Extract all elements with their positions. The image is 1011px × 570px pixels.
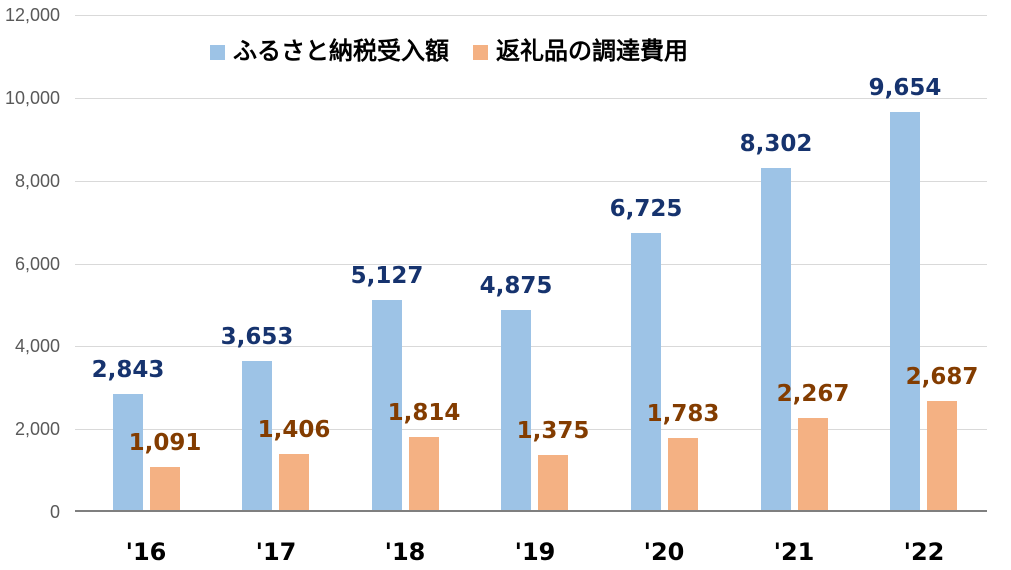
legend-swatch-procurement-cost bbox=[473, 44, 488, 60]
receipts-bar-21 bbox=[761, 168, 791, 512]
y-tick-10000: 10,000 bbox=[4, 88, 60, 108]
procurement-cost-value-label-20: 1,783 bbox=[646, 401, 720, 427]
y-tick-4000: 4,000 bbox=[14, 336, 60, 356]
procurement-cost-bar-18 bbox=[409, 437, 439, 512]
receipts-bar-18 bbox=[372, 300, 402, 512]
receipts-bar-20 bbox=[631, 233, 661, 512]
gridline-8000 bbox=[75, 181, 987, 182]
legend-swatch-receipts bbox=[210, 44, 225, 60]
procurement-cost-bar-17 bbox=[279, 454, 309, 512]
legend-label-receipts: ふるさと納税受入額 bbox=[233, 38, 449, 65]
legend: ふるさと納税受入額 返礼品の調達費用 bbox=[210, 38, 688, 66]
receipts-value-label-16: 2,843 bbox=[91, 357, 165, 383]
receipts-value-label-19: 4,875 bbox=[479, 273, 553, 299]
y-tick-8000: 8,000 bbox=[14, 171, 60, 191]
gridline-12000 bbox=[75, 15, 987, 16]
procurement-cost-value-label-17: 1,406 bbox=[257, 417, 331, 443]
procurement-cost-bar-19 bbox=[538, 455, 568, 512]
gridline-10000 bbox=[75, 98, 987, 99]
legend-label-procurement-cost: 返礼品の調達費用 bbox=[496, 38, 688, 65]
procurement-cost-bar-20 bbox=[668, 438, 698, 512]
receipts-value-label-21: 8,302 bbox=[739, 131, 813, 157]
x-label-17: '17 bbox=[255, 538, 297, 566]
receipts-bar-17 bbox=[242, 361, 272, 512]
legend-item-receipts: ふるさと納税受入額 bbox=[210, 38, 449, 66]
x-axis-line bbox=[75, 510, 987, 512]
y-tick-0: 0 bbox=[49, 502, 60, 522]
x-label-20: '20 bbox=[643, 538, 685, 566]
receipts-value-label-18: 5,127 bbox=[350, 263, 424, 289]
x-label-16: '16 bbox=[125, 538, 167, 566]
procurement-cost-bar-16 bbox=[150, 467, 180, 512]
receipts-bar-19 bbox=[501, 310, 531, 512]
procurement-cost-bar-22 bbox=[927, 401, 957, 512]
gridline-6000 bbox=[75, 264, 987, 265]
procurement-cost-value-label-22: 2,687 bbox=[905, 364, 979, 390]
receipts-bar-22 bbox=[890, 112, 920, 512]
gridline-4000 bbox=[75, 346, 987, 347]
legend-item-procurement-cost: 返礼品の調達費用 bbox=[473, 38, 688, 66]
procurement-cost-value-label-18: 1,814 bbox=[387, 400, 461, 426]
y-tick-12000: 12,000 bbox=[4, 5, 60, 25]
y-tick-6000: 6,000 bbox=[14, 254, 60, 274]
receipts-value-label-22: 9,654 bbox=[868, 75, 942, 101]
procurement-cost-value-label-19: 1,375 bbox=[516, 418, 590, 444]
procurement-cost-value-label-16: 1,091 bbox=[128, 430, 202, 456]
procurement-cost-bar-21 bbox=[798, 418, 828, 512]
receipts-value-label-20: 6,725 bbox=[609, 196, 683, 222]
receipts-bar-16 bbox=[113, 394, 143, 512]
gridline-2000 bbox=[75, 429, 987, 430]
x-label-19: '19 bbox=[514, 538, 556, 566]
x-label-18: '18 bbox=[384, 538, 426, 566]
receipts-value-label-17: 3,653 bbox=[220, 324, 294, 350]
y-tick-2000: 2,000 bbox=[14, 419, 60, 439]
x-label-22: '22 bbox=[903, 538, 945, 566]
procurement-cost-value-label-21: 2,267 bbox=[776, 381, 850, 407]
x-label-21: '21 bbox=[773, 538, 815, 566]
